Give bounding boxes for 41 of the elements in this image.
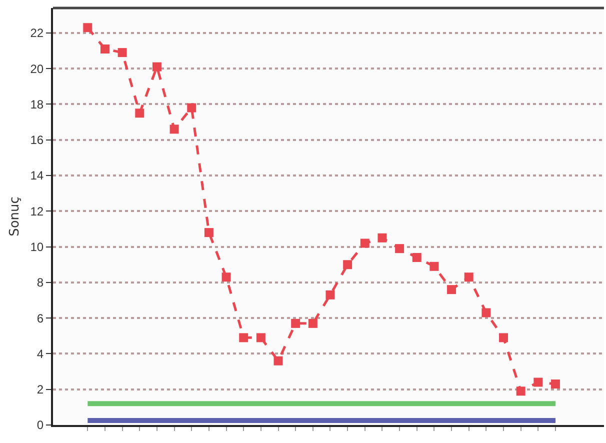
y-tick-label: 16 — [30, 133, 44, 148]
point — [135, 108, 144, 118]
point — [550, 380, 560, 389]
y-tick-label: 12 — [30, 204, 44, 218]
point — [187, 103, 196, 112]
y-tick-label: 20 — [30, 62, 44, 76]
point — [256, 333, 266, 342]
y-tick-label: 8 — [36, 276, 44, 290]
point — [430, 262, 439, 271]
y-tick-label: 18 — [30, 97, 44, 112]
point — [152, 62, 162, 72]
point — [499, 333, 508, 342]
point — [170, 124, 179, 134]
y-axis-title: Sonuç — [8, 196, 23, 236]
point — [360, 238, 370, 248]
point — [308, 318, 318, 328]
point — [378, 233, 387, 242]
point — [412, 252, 422, 262]
point — [291, 318, 300, 328]
point — [239, 333, 248, 342]
y-tick-label: 0 — [36, 418, 44, 432]
point — [464, 272, 474, 282]
point — [343, 260, 352, 270]
point — [395, 244, 404, 254]
y-tick-label: 6 — [36, 311, 44, 326]
point — [83, 23, 92, 32]
point — [516, 386, 526, 396]
y-tick-label: 14 — [30, 168, 44, 183]
point — [100, 44, 110, 54]
y-tick-label: 22 — [30, 26, 44, 40]
point — [204, 228, 214, 238]
y-tick-label: 10 — [30, 240, 44, 254]
y-tick-label: 2 — [36, 382, 44, 397]
point — [222, 272, 231, 282]
point — [447, 285, 456, 294]
point — [326, 290, 335, 300]
point — [534, 378, 543, 387]
point — [482, 308, 491, 318]
point — [118, 48, 127, 58]
point — [274, 356, 283, 366]
y-tick-label: 4 — [36, 346, 44, 361]
